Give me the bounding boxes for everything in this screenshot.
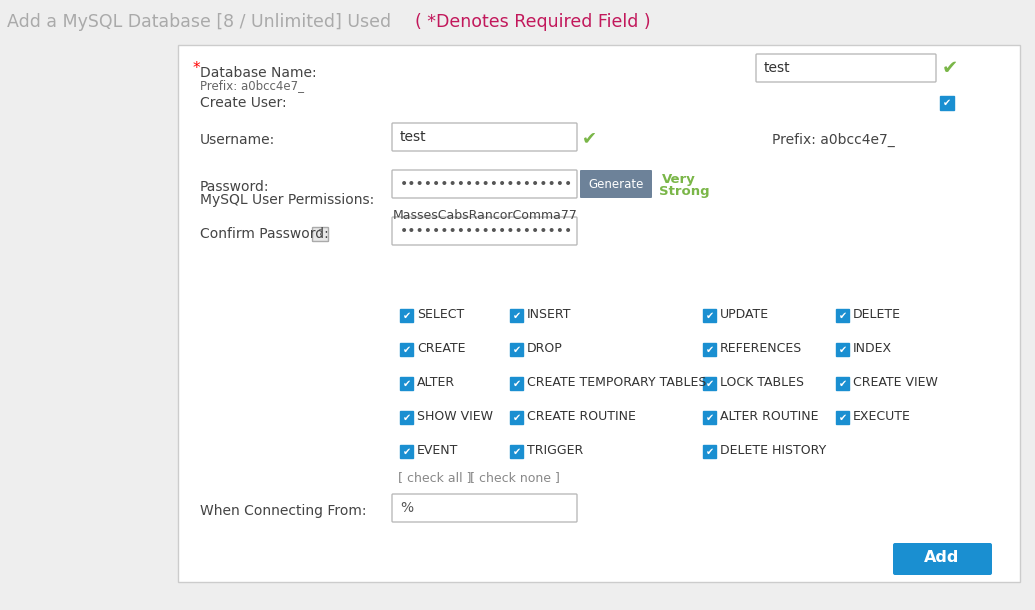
Text: [ check none ]: [ check none ]	[470, 472, 560, 484]
Bar	[703, 343, 716, 356]
Text: UPDATE: UPDATE	[720, 309, 769, 321]
FancyBboxPatch shape	[313, 228, 328, 242]
Bar	[510, 445, 523, 458]
Text: *: *	[193, 60, 201, 76]
FancyBboxPatch shape	[392, 170, 576, 198]
Text: ?: ?	[318, 229, 323, 239]
FancyBboxPatch shape	[392, 123, 576, 151]
FancyBboxPatch shape	[178, 45, 1021, 582]
Text: SHOW VIEW: SHOW VIEW	[417, 411, 493, 423]
Text: CREATE TEMPORARY TABLES: CREATE TEMPORARY TABLES	[527, 376, 706, 390]
Bar	[510, 309, 523, 322]
Text: INSERT: INSERT	[527, 309, 571, 321]
Text: MassesCabsRancorComma77: MassesCabsRancorComma77	[393, 209, 578, 222]
FancyBboxPatch shape	[580, 170, 652, 198]
Bar	[940, 96, 954, 110]
Text: ( *Denotes Required Field ): ( *Denotes Required Field )	[415, 13, 651, 31]
Text: ✔: ✔	[512, 412, 521, 423]
Text: test: test	[400, 130, 426, 144]
Text: ✔: ✔	[706, 310, 713, 320]
Text: ALTER ROUTINE: ALTER ROUTINE	[720, 411, 819, 423]
Bar	[836, 411, 849, 424]
FancyBboxPatch shape	[392, 217, 576, 245]
Text: Prefix: a0bcc4e7_: Prefix: a0bcc4e7_	[200, 79, 304, 92]
Text: LOCK TABLES: LOCK TABLES	[720, 376, 804, 390]
Text: ✔: ✔	[838, 345, 847, 354]
Text: CREATE: CREATE	[417, 342, 466, 356]
Text: ✔: ✔	[512, 345, 521, 354]
Text: SELECT: SELECT	[417, 309, 465, 321]
Bar	[400, 343, 413, 356]
Text: Very: Very	[662, 173, 696, 185]
Text: ✔: ✔	[706, 378, 713, 389]
Text: ✔: ✔	[706, 345, 713, 354]
Text: Database Name:: Database Name:	[200, 66, 317, 80]
Bar	[510, 343, 523, 356]
Text: REFERENCES: REFERENCES	[720, 342, 802, 356]
Text: ✔: ✔	[512, 310, 521, 320]
FancyBboxPatch shape	[392, 494, 576, 522]
Text: [ check all ]: [ check all ]	[398, 472, 472, 484]
Text: ✔: ✔	[942, 59, 958, 77]
Text: TRIGGER: TRIGGER	[527, 445, 584, 458]
Text: Create User:: Create User:	[200, 96, 287, 110]
Text: test: test	[764, 61, 791, 75]
Text: •••••••••••••••••••••: •••••••••••••••••••••	[400, 224, 573, 238]
Text: ✔: ✔	[838, 378, 847, 389]
Bar	[703, 411, 716, 424]
Text: MySQL User Permissions:: MySQL User Permissions:	[200, 193, 375, 207]
Text: DELETE: DELETE	[853, 309, 901, 321]
Bar	[510, 377, 523, 390]
Bar	[703, 445, 716, 458]
Bar	[836, 309, 849, 322]
Text: ✔: ✔	[403, 345, 411, 354]
Text: ✔: ✔	[582, 129, 597, 147]
Bar	[400, 445, 413, 458]
Text: ✔: ✔	[403, 412, 411, 423]
Text: ALTER: ALTER	[417, 376, 455, 390]
Text: Confirm Password:: Confirm Password:	[200, 227, 329, 241]
Text: Password:: Password:	[200, 180, 269, 194]
FancyBboxPatch shape	[893, 543, 992, 575]
Text: ✔: ✔	[943, 98, 951, 108]
Text: EVENT: EVENT	[417, 445, 459, 458]
Text: Username:: Username:	[200, 133, 275, 147]
Text: ✔: ✔	[403, 310, 411, 320]
Text: Add a MySQL Database [8 / Unlimited] Used: Add a MySQL Database [8 / Unlimited] Use…	[7, 13, 396, 31]
Bar	[510, 411, 523, 424]
Text: ✔: ✔	[512, 378, 521, 389]
Bar	[703, 377, 716, 390]
Bar	[400, 309, 413, 322]
Bar	[400, 411, 413, 424]
Bar	[836, 377, 849, 390]
Text: Add: Add	[924, 550, 959, 565]
Text: When Connecting From:: When Connecting From:	[200, 504, 366, 518]
Text: CREATE VIEW: CREATE VIEW	[853, 376, 938, 390]
Text: Prefix: a0bcc4e7_: Prefix: a0bcc4e7_	[772, 133, 894, 147]
Text: ✔: ✔	[706, 412, 713, 423]
Text: ✔: ✔	[403, 447, 411, 456]
Text: ✔: ✔	[838, 310, 847, 320]
Bar	[703, 309, 716, 322]
FancyBboxPatch shape	[756, 54, 936, 82]
Text: EXECUTE: EXECUTE	[853, 411, 911, 423]
Text: CREATE ROUTINE: CREATE ROUTINE	[527, 411, 635, 423]
Text: Generate: Generate	[588, 178, 644, 190]
Text: INDEX: INDEX	[853, 342, 892, 356]
Text: ✔: ✔	[838, 412, 847, 423]
Text: DROP: DROP	[527, 342, 563, 356]
Text: •••••••••••••••••••••: •••••••••••••••••••••	[400, 177, 573, 191]
Text: ✔: ✔	[512, 447, 521, 456]
Text: %: %	[400, 501, 413, 515]
Bar	[400, 377, 413, 390]
Text: ✔: ✔	[706, 447, 713, 456]
Bar	[836, 343, 849, 356]
Text: ✔: ✔	[403, 378, 411, 389]
Text: Strong: Strong	[659, 184, 710, 198]
Text: DELETE HISTORY: DELETE HISTORY	[720, 445, 826, 458]
